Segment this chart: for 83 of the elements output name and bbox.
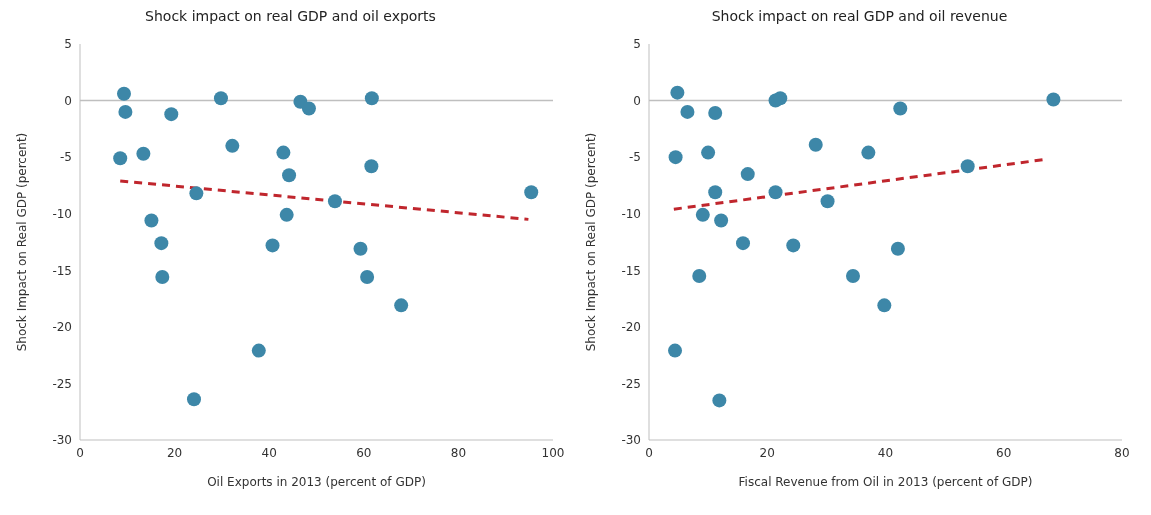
- y-tick-label: -10: [52, 206, 72, 221]
- x-tick-label: 60: [996, 445, 1012, 460]
- point: [327, 194, 342, 209]
- y-tick-label: -20: [621, 320, 641, 335]
- y-tick-label: -25: [621, 376, 641, 391]
- point: [740, 167, 755, 182]
- point: [113, 151, 128, 166]
- y-tick-label: -10: [621, 206, 641, 221]
- point: [670, 85, 685, 100]
- y-tick-label: -30: [621, 433, 641, 448]
- point: [394, 298, 409, 313]
- point: [736, 236, 751, 251]
- x-tick-label: 0: [645, 445, 653, 460]
- point: [712, 393, 727, 408]
- point: [1046, 92, 1061, 107]
- point: [708, 106, 723, 121]
- x-tick-label: 0: [76, 445, 84, 460]
- point: [136, 146, 151, 161]
- point: [668, 150, 683, 165]
- point: [213, 91, 228, 106]
- point: [890, 241, 905, 256]
- point: [144, 213, 159, 228]
- point: [861, 145, 876, 160]
- point: [265, 238, 280, 253]
- point: [276, 145, 291, 160]
- x-axis-title: Fiscal Revenue from Oil in 2013 (percent of GDP): [738, 475, 1033, 489]
- chart-title: Shock impact on real GDP and oil revenue: [710, 8, 1009, 26]
- point: [524, 185, 539, 200]
- point: [668, 343, 683, 358]
- y-tick-label: 5: [633, 37, 641, 52]
- point: [251, 343, 266, 358]
- point: [279, 207, 294, 222]
- y-axis-title: Shock Impact on Real GDP (percent): [15, 132, 30, 352]
- point: [960, 159, 975, 174]
- point: [118, 104, 133, 119]
- point: [189, 186, 204, 201]
- point: [845, 268, 860, 283]
- point: [225, 138, 240, 153]
- y-tick-label: 5: [64, 37, 72, 52]
- y-tick-label: -5: [60, 150, 72, 165]
- point: [282, 168, 297, 183]
- y-tick-label: -25: [52, 376, 72, 391]
- x-tick-label: 60: [356, 445, 372, 460]
- x-tick-label: 100: [541, 445, 565, 460]
- point: [364, 159, 379, 174]
- x-tick-label: 20: [759, 445, 775, 460]
- point: [301, 101, 316, 116]
- point: [714, 213, 729, 228]
- point: [877, 298, 892, 313]
- y-tick-label: -20: [52, 320, 72, 335]
- point: [680, 104, 695, 119]
- chart-title: Shock impact on real GDP and oil exports: [144, 8, 437, 26]
- y-tick-label: -5: [629, 150, 641, 165]
- y-tick-label: 0: [64, 93, 72, 108]
- point: [692, 268, 707, 283]
- point: [116, 86, 131, 101]
- point: [768, 185, 783, 200]
- point: [808, 137, 823, 152]
- point: [786, 238, 801, 253]
- point: [353, 241, 368, 256]
- x-tick-label: 20: [166, 445, 183, 460]
- point: [155, 270, 170, 285]
- y-tick-label: -15: [52, 263, 72, 278]
- point: [701, 145, 716, 160]
- y-axis-title: Shock Impact on Real GDP (percent): [584, 132, 599, 352]
- x-tick-label: 80: [1114, 445, 1130, 460]
- y-tick-label: 0: [633, 93, 641, 108]
- y-tick-label: -30: [52, 433, 72, 448]
- x-tick-label: 40: [261, 445, 277, 460]
- x-axis-title: Oil Exports in 2013 (percent of GDP): [207, 475, 426, 489]
- point: [164, 107, 179, 122]
- point: [360, 270, 375, 285]
- point: [695, 207, 710, 222]
- y-tick-label: -15: [621, 263, 641, 278]
- point: [708, 185, 723, 200]
- x-tick-label: 80: [450, 445, 467, 460]
- point: [820, 194, 835, 209]
- point: [364, 91, 379, 106]
- point: [893, 101, 908, 116]
- point: [773, 91, 788, 106]
- x-tick-label: 40: [877, 445, 894, 460]
- point: [154, 236, 169, 251]
- point: [186, 392, 201, 407]
